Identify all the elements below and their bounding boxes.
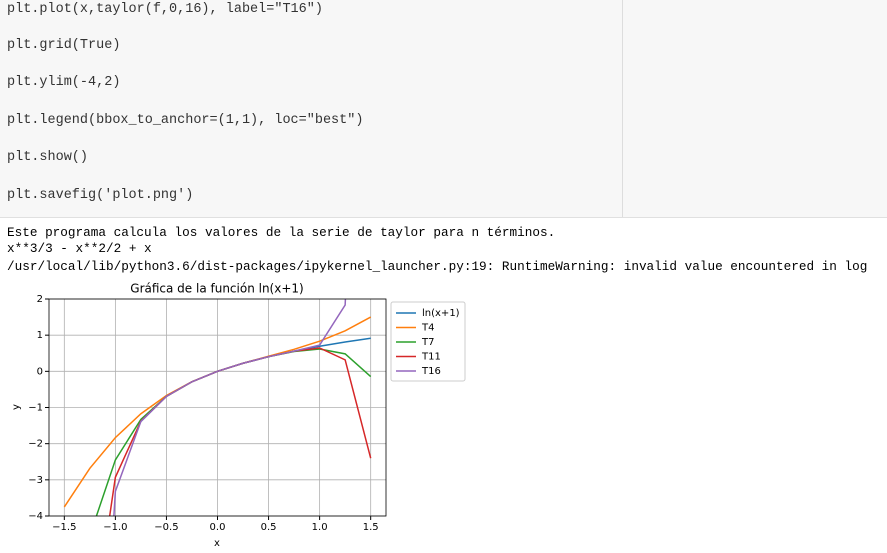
x-axis-label: x <box>214 538 220 549</box>
chart-title: Gráfica de la función ln(x+1) <box>130 282 303 296</box>
x-tick-label: 0.5 <box>261 522 277 533</box>
y-axis-label: y <box>11 404 22 410</box>
x-tick-label: −1.0 <box>103 522 127 533</box>
output-line: x**3/3 - x**2/2 + x <box>7 241 152 256</box>
code-line: plt.grid(True) <box>7 38 121 53</box>
y-tick-label: −2 <box>28 439 43 450</box>
legend-label: T7 <box>421 337 434 348</box>
x-tick-label: 0.0 <box>210 522 226 533</box>
code-line: plt.ylim(-4,2) <box>7 75 121 90</box>
y-tick-label: −3 <box>28 475 43 486</box>
code-line: plt.plot(x,taylor(f,0,16), label="T16") <box>7 2 323 17</box>
output-line: Este programa calcula los valores de la … <box>7 225 556 240</box>
axes-frame <box>48 298 387 517</box>
code-cell[interactable]: plt.plot(x,taylor(f,0,16), label="T16") … <box>0 0 887 218</box>
line-series <box>113 299 347 516</box>
legend-label: T4 <box>421 323 434 334</box>
legend-label: T11 <box>421 352 441 363</box>
x-tick-label: 1.5 <box>363 522 379 533</box>
x-tick-label: 1.0 <box>312 522 328 533</box>
y-tick-label: 1 <box>37 330 43 341</box>
y-tick-label: −4 <box>28 511 43 522</box>
chart: Gráfica de la función ln(x+1) x y −1.5 −1… <box>11 282 466 549</box>
y-tick-label: −1 <box>28 403 43 414</box>
output-line: /usr/local/lib/python3.6/dist-packages/i… <box>7 259 868 274</box>
legend-label: ln(x+1) <box>422 308 460 319</box>
code-line: plt.show() <box>7 150 89 165</box>
legend-label: T16 <box>421 366 441 377</box>
code-line: plt.savefig('plot.png') <box>7 188 194 203</box>
plot-area <box>63 299 372 516</box>
x-tick-label: −1.5 <box>52 522 76 533</box>
x-tick-label: −0.5 <box>154 522 178 533</box>
y-tick-label: 0 <box>37 366 43 377</box>
separator <box>622 0 623 217</box>
y-tick-label: 2 <box>37 294 43 305</box>
legend-box <box>390 301 466 382</box>
code-line: plt.legend(bbox_to_anchor=(1,1), loc="be… <box>7 113 364 128</box>
line-series <box>140 337 371 422</box>
